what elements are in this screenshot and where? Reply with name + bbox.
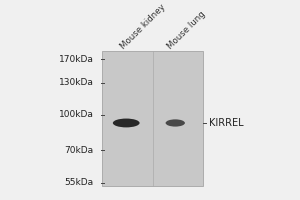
Text: Mouse lung: Mouse lung <box>166 9 208 51</box>
Text: Mouse kidney: Mouse kidney <box>118 2 167 51</box>
Ellipse shape <box>166 119 185 127</box>
Text: 100kDa: 100kDa <box>59 110 94 119</box>
Text: 170kDa: 170kDa <box>59 55 94 64</box>
Text: 70kDa: 70kDa <box>64 146 94 155</box>
Ellipse shape <box>113 119 140 127</box>
Text: 55kDa: 55kDa <box>64 178 94 187</box>
Text: KIRREL: KIRREL <box>209 118 244 128</box>
Bar <box>102 51 203 186</box>
Text: 130kDa: 130kDa <box>59 78 94 87</box>
